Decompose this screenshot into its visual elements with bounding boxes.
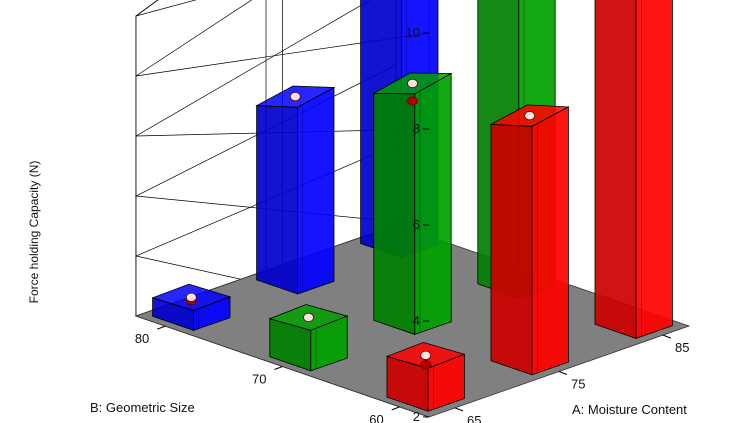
y-tick-label: 2 — [413, 409, 420, 423]
z-axis-label: B: Geometric Size — [90, 400, 195, 415]
x-axis-label: A: Moisture Content — [572, 402, 687, 417]
x-tick-mark — [558, 371, 568, 375]
bar-a75-b80 — [255, 85, 336, 295]
design-point — [185, 292, 197, 302]
design-point — [407, 96, 418, 106]
design-point — [524, 111, 536, 121]
z-tick-mark — [157, 325, 166, 330]
y-tick-label: 6 — [413, 217, 420, 232]
design-point — [420, 360, 432, 370]
bar-face-left — [594, 0, 637, 339]
z-tick-mark — [274, 366, 283, 370]
design-point — [407, 78, 418, 89]
x-tick-mark — [454, 407, 464, 412]
y-axis-label: Force holding Capacity (N) — [27, 161, 41, 304]
bar-a75-b60 — [489, 104, 570, 376]
bar-face-left — [256, 105, 299, 295]
bar-a85-b60 — [594, 0, 673, 339]
bar-a65-b70 — [268, 304, 349, 372]
design-point — [420, 350, 432, 360]
z-tick-mark — [391, 406, 400, 411]
design-point — [303, 312, 314, 322]
design-point — [289, 92, 301, 102]
bar-a75-b70 — [372, 72, 453, 335]
y-tick-label: 10 — [406, 25, 420, 40]
z-tick-label: 70 — [252, 372, 266, 387]
y-gridline — [135, 0, 197, 17]
x-tick-mark — [662, 334, 672, 339]
x-tick-label: 75 — [571, 377, 585, 392]
x-tick-label: 65 — [467, 413, 481, 423]
bar-face-front — [635, 0, 673, 339]
y-tick-label: 8 — [413, 121, 420, 136]
x-tick-label: 85 — [675, 340, 689, 355]
tick-labels: 24681012657585607080 — [135, 25, 690, 423]
y-tick-label: 4 — [413, 313, 420, 328]
bar-face-left — [373, 92, 416, 335]
bar-a65-b60 — [385, 341, 466, 412]
bar-a65-b80 — [151, 283, 232, 331]
bars-group — [151, 0, 673, 412]
y-gridline — [135, 0, 430, 77]
bar-face-left — [490, 123, 533, 376]
z-tick-label: 80 — [135, 331, 149, 346]
z-tick-label: 60 — [369, 412, 383, 423]
